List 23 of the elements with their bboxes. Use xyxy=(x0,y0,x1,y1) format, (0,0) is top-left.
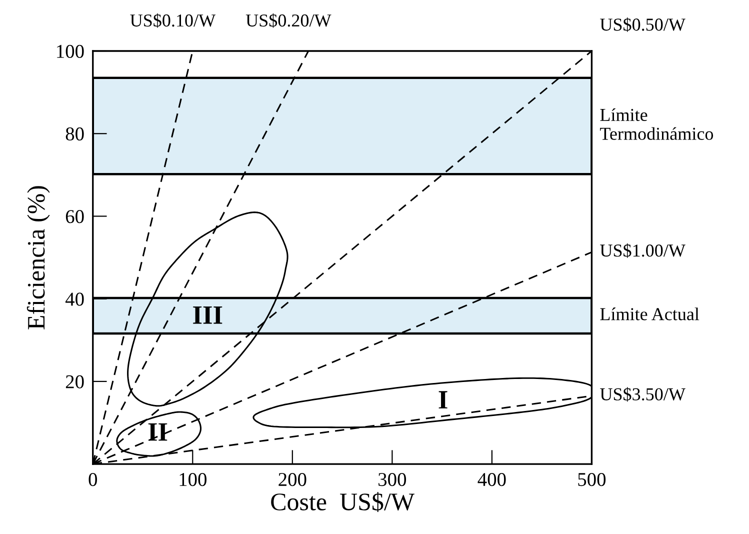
band-label: Límite Termodinámico xyxy=(600,108,714,140)
y-tick-label: 100 xyxy=(57,44,84,58)
band-label: Límite Actual xyxy=(600,308,700,320)
y-tick-label: 20 xyxy=(66,375,84,388)
annotation: II xyxy=(148,423,168,441)
x-tick-label: 0 xyxy=(88,472,97,486)
y-tick-label: 80 xyxy=(66,127,84,141)
y-tick-label: 40 xyxy=(65,292,84,306)
y-axis-title: Eficiencia (%) xyxy=(26,186,50,330)
x-axis-title: Coste US$/W xyxy=(271,492,414,512)
x-tick-label: 100 xyxy=(180,472,206,486)
x-tick-label: 500 xyxy=(578,472,606,486)
y-tick-label: 60 xyxy=(66,210,84,224)
annotation: III xyxy=(193,306,222,324)
x-tick-label: 400 xyxy=(478,472,506,486)
x-tick-label: 300 xyxy=(378,472,406,486)
x-tick-label: 200 xyxy=(278,472,306,486)
series-label: US$1.00/W xyxy=(600,243,686,258)
series-label: US$0.50/W xyxy=(600,17,686,32)
series-label: US$3.50/W xyxy=(600,387,686,402)
series-label: US$0.10/W xyxy=(130,13,216,28)
annotation: I xyxy=(438,391,448,408)
series-label: US$0.20/W xyxy=(246,13,332,28)
